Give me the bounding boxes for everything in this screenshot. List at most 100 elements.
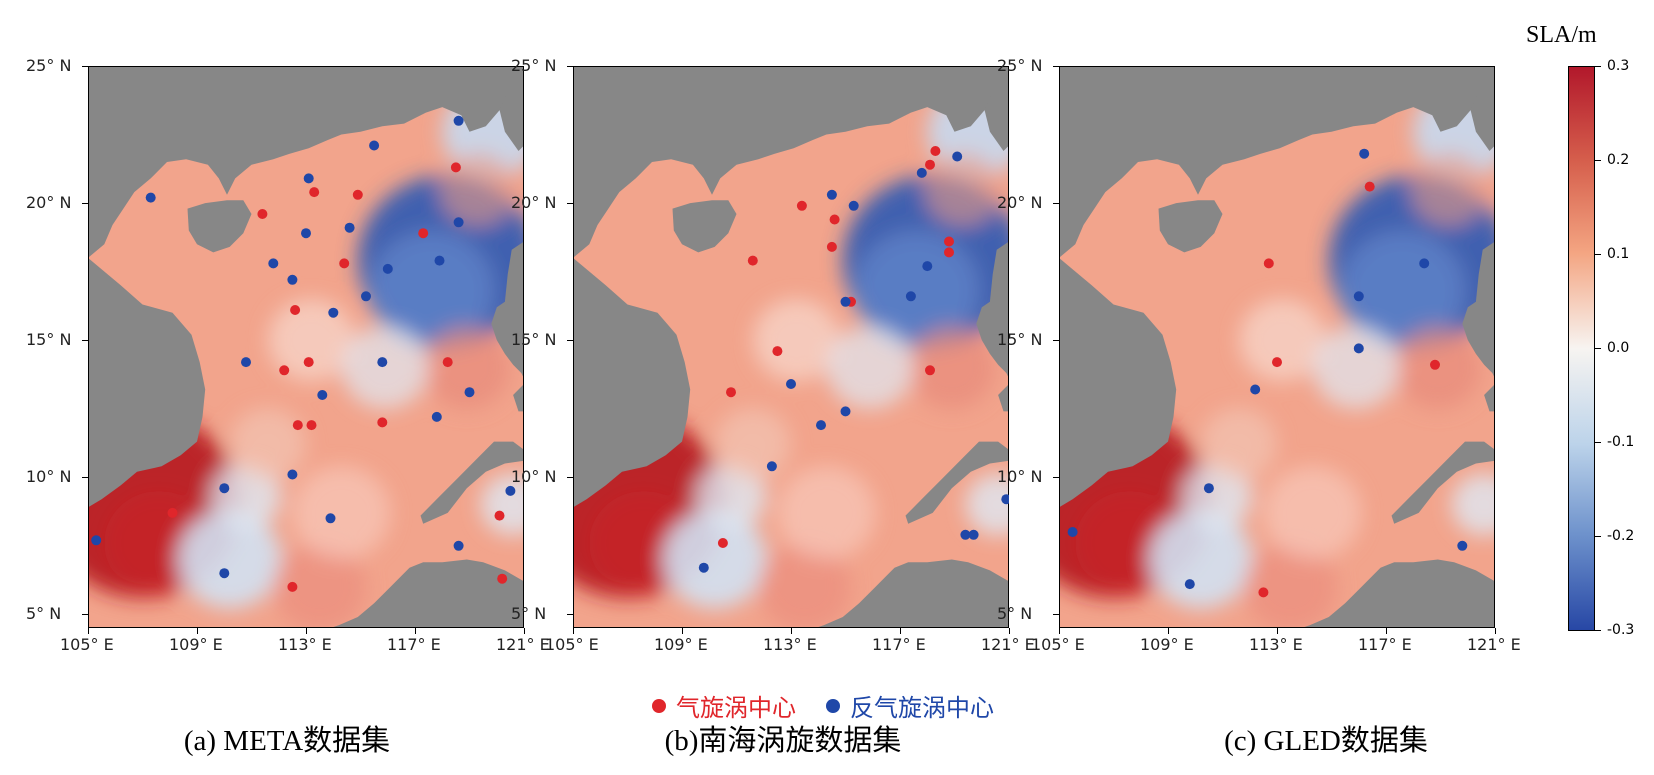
anticyclone-eddy-center [219,483,230,494]
anticyclone-eddy-center [1353,291,1364,302]
anticyclone-eddy-center [1419,258,1430,269]
lat-tick-label: 10° N [511,467,557,487]
lat-tick [1053,477,1059,479]
cyclone-eddy-center [829,214,840,225]
anticyclone-eddy-center [287,469,298,480]
cyclone-eddy-center [167,507,178,518]
sla-anomaly [662,510,767,609]
land-hainan [187,200,252,253]
sla-anomaly [341,326,429,409]
colorbar-tick-label: 0.2 [1607,152,1630,168]
cyclone-eddy-center [1364,181,1375,192]
cyclone-eddy-center [303,357,314,368]
colorbar-tick [1595,630,1601,631]
land-mindoro [998,384,1009,412]
lat-tick-label: 10° N [26,467,72,487]
lon-tick-label: 113° E [1249,635,1303,654]
map-frame [1059,66,1495,628]
anticyclone-eddy-center [377,357,388,368]
lat-tick [567,66,573,67]
cyclone-eddy-center [944,236,954,247]
sla-anomaly [1244,542,1337,628]
anticyclone-eddy-center [698,562,709,573]
lat-tick-label: 15° N [511,330,557,350]
lon-tick-label: 117° E [1358,635,1412,654]
colorbar-tick-label: -0.3 [1607,622,1635,638]
anticyclone-eddy-center [91,535,102,546]
map-svg-c [1059,66,1495,628]
legend-anticyclone-label: 反气旋涡中心 [850,694,994,722]
lat-tick-label: 5° N [26,604,62,624]
land-borneo [815,559,1009,628]
lon-tick [1168,628,1169,634]
lat-tick [82,477,88,479]
lat-tick [1053,203,1059,205]
anticyclone-eddy-center [840,406,851,417]
colorbar-tick-label: 0.0 [1607,340,1630,356]
land-palawan [1391,441,1495,524]
anticyclone-eddy-center [766,461,777,472]
anticyclone-eddy-center [268,258,279,269]
anticyclone-eddy-center [960,529,971,540]
cyclone-eddy-center [796,200,807,211]
anticyclone-eddy-center [325,513,336,524]
lon-tick [1277,628,1278,634]
lat-tick-label: 20° N [511,193,557,213]
anticyclone-eddy-center [1184,579,1195,590]
lon-tick [1009,628,1010,634]
anticyclone-eddy-center [816,420,826,431]
lat-tick [82,340,88,342]
map-panel-a [88,66,524,628]
lat-tick [1053,340,1059,342]
land-luzon [976,241,1009,379]
anticyclone-eddy-center [1353,343,1364,354]
sla-field [88,66,524,628]
lat-tick-label: 10° N [997,467,1043,487]
cyclone-eddy-center [726,387,736,398]
sla-anomaly [439,153,516,226]
anticyclone-eddy-center [464,387,475,398]
lon-tick-label: 113° E [763,635,817,654]
map-panel-c [1059,66,1495,628]
lat-tick-label: 15° N [26,330,72,350]
anticyclone-eddy-center [219,568,230,579]
lat-tick-label: 15° N [997,330,1043,350]
cyclone-eddy-center [930,146,941,156]
anticyclone-eddy-center [1250,384,1261,395]
lon-tick-label: 117° E [872,635,926,654]
land-indochina [573,257,691,508]
land-mainland [88,66,524,258]
anticyclone-eddy-center [317,390,328,400]
cyclone-eddy-center [290,305,301,315]
cyclone-eddy-center [309,187,320,198]
lon-tick-label: 109° E [169,635,223,654]
land-borneo [1301,559,1495,628]
cyclone-eddy-center [747,255,758,266]
lon-tick [415,628,416,634]
anticyclone-eddy-center [434,255,445,266]
anticyclone-eddy-center [952,151,963,162]
land-palawan [420,441,524,524]
land-taiwan [984,66,1009,151]
anticyclone-eddy-center [453,540,464,551]
lon-tick [573,628,574,634]
lat-tick [82,614,88,616]
land-mainland [1059,66,1495,258]
cyclone-eddy-center [339,258,350,269]
colorbar-tick-label: -0.2 [1607,528,1635,544]
land-indochina [88,257,206,508]
lat-tick-label: 25° N [511,56,557,75]
cyclone-eddy-center [1258,587,1269,598]
map-svg-b [573,66,1009,628]
sla-anomaly [965,473,1009,536]
lon-tick-label: 105° E [1031,635,1085,654]
cyclone-eddy-center [1263,258,1274,269]
anticyclone-eddy-center [1067,527,1078,537]
lat-tick-label: 25° N [26,56,72,75]
lat-tick-label: 5° N [997,604,1033,624]
cyclone-eddy-center [279,365,290,376]
colorbar-tick-label: 0.3 [1607,58,1630,74]
colorbar-tick [1595,348,1601,349]
sla-anomaly [826,326,914,409]
cyclone-eddy-center [352,189,363,200]
